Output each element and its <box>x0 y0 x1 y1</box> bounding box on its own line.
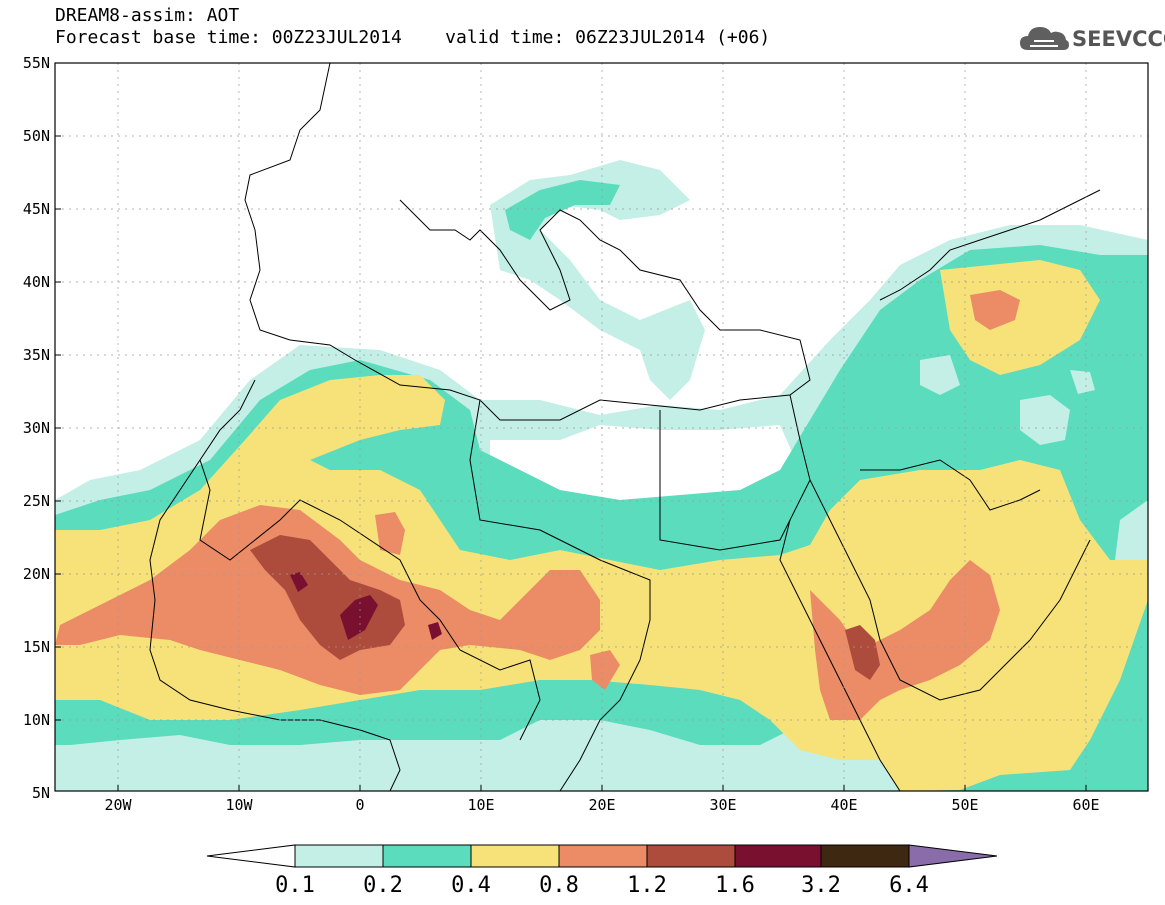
lat-label: 30N <box>23 419 50 437</box>
valid-time: valid time: 06Z23JUL2014 (+06) <box>445 27 771 48</box>
lon-label: 50E <box>951 796 978 814</box>
lon-labels: 20W 10W 0 10E 20E 30E 40E 50E 60E <box>104 796 1099 814</box>
colorbar-label: 0.8 <box>539 873 579 898</box>
lat-label: 35N <box>23 346 50 364</box>
colorbar-label: 1.6 <box>715 873 755 898</box>
aot-contour-0.2-adriatic <box>505 180 620 240</box>
aot-contour-0.1 <box>490 160 705 400</box>
colorbar-label: 1.2 <box>627 873 667 898</box>
lon-label: 0 <box>355 796 364 814</box>
lat-label: 50N <box>23 127 50 145</box>
forecast-times: Forecast base time: 00Z23JUL2014 valid t… <box>55 28 770 48</box>
base-time: Forecast base time: 00Z23JUL2014 <box>55 27 402 48</box>
cloud-icon <box>1020 27 1069 50</box>
aot-contour-0.1-mideast <box>920 355 1095 445</box>
lat-label: 40N <box>23 273 50 291</box>
aot-contour-0.8-caspian <box>970 290 1020 330</box>
lon-label: 10W <box>225 796 253 814</box>
aot-contour-1.2-redsea <box>845 625 880 680</box>
logo-text: SEEVCCC <box>1072 27 1165 51</box>
lat-labels: 55N 50N 45N 40N 35N 30N 25N 20N 15N 10N … <box>23 54 50 802</box>
colorbar-high-arrow <box>908 844 998 868</box>
lon-label: 20W <box>104 796 132 814</box>
lon-label: 10E <box>467 796 494 814</box>
lat-label: 20N <box>23 565 50 583</box>
colorbar-low-arrow <box>206 844 296 868</box>
colorbar-box-1.6 <box>734 844 822 868</box>
coastlines <box>149 63 1101 791</box>
aot-contour-1.2 <box>250 535 405 660</box>
lat-label: 45N <box>23 200 50 218</box>
lon-label: 60E <box>1072 796 1099 814</box>
lat-label: 25N <box>23 492 50 510</box>
colorbar-box-0.8 <box>558 844 648 868</box>
lat-label: 15N <box>23 638 50 656</box>
colorbar-label: 0.4 <box>451 873 491 898</box>
colorbar-box-1.2 <box>646 844 736 868</box>
lon-label: 40E <box>830 796 857 814</box>
tick-marks <box>55 135 1087 791</box>
colorbar-label: 6.4 <box>889 873 929 898</box>
grid <box>55 63 1148 791</box>
colorbar-label: 0.2 <box>363 873 403 898</box>
colorbar-box-3.2 <box>820 844 910 868</box>
lat-label: 55N <box>23 54 50 72</box>
colorbar-label: 0.1 <box>275 873 315 898</box>
colorbar: 0.1 0.2 0.4 0.8 1.2 1.6 3.2 6.4 <box>206 844 998 898</box>
lat-label: 10N <box>23 711 50 729</box>
lon-label: 30E <box>709 796 736 814</box>
colorbar-label: 3.2 <box>801 873 841 898</box>
aot-field <box>55 63 1148 791</box>
lat-label: 5N <box>32 784 50 802</box>
aot-contour-1.6 <box>290 572 442 640</box>
aot-contour-0.4-caspian <box>940 260 1100 375</box>
map-title: DREAM8-assim: AOT <box>55 5 240 26</box>
seevccc-logo: SEEVCCC <box>1018 22 1165 56</box>
lon-label: 20E <box>588 796 615 814</box>
aot-contour-0.8-arabia <box>810 560 1000 720</box>
colorbar-box-0.2 <box>382 844 472 868</box>
colorbar-box-0.1 <box>294 844 384 868</box>
colorbar-box-0.4 <box>470 844 560 868</box>
